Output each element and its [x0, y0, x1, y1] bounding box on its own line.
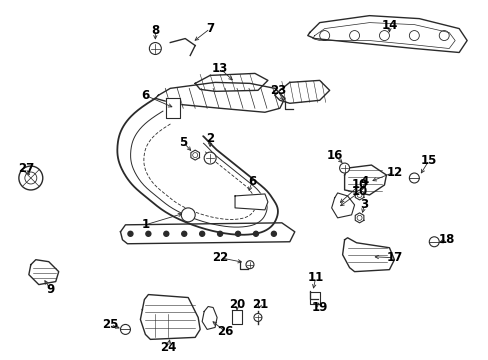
Text: 2: 2: [205, 132, 214, 145]
Circle shape: [271, 231, 276, 236]
Circle shape: [235, 231, 240, 236]
Circle shape: [428, 237, 438, 247]
Text: 10: 10: [351, 179, 367, 192]
Circle shape: [408, 173, 419, 183]
Polygon shape: [331, 193, 354, 218]
Text: 21: 21: [251, 298, 267, 311]
Circle shape: [203, 152, 216, 164]
Circle shape: [339, 163, 349, 173]
Polygon shape: [344, 165, 386, 195]
Polygon shape: [342, 238, 394, 272]
Text: 6: 6: [141, 89, 149, 102]
Polygon shape: [140, 294, 200, 339]
Polygon shape: [155, 82, 285, 112]
Circle shape: [163, 231, 168, 236]
Polygon shape: [120, 223, 294, 244]
Text: 12: 12: [386, 166, 402, 179]
Circle shape: [19, 166, 42, 190]
Circle shape: [128, 231, 133, 236]
Circle shape: [217, 231, 222, 236]
Polygon shape: [309, 292, 319, 303]
Text: 11: 11: [307, 271, 323, 284]
Polygon shape: [190, 150, 199, 160]
Circle shape: [145, 231, 151, 236]
Circle shape: [245, 261, 253, 269]
Text: 4: 4: [360, 175, 368, 189]
Circle shape: [181, 208, 195, 222]
Polygon shape: [235, 194, 267, 210]
Circle shape: [120, 324, 130, 334]
Text: 8: 8: [151, 24, 159, 37]
Text: 23: 23: [269, 84, 285, 97]
Polygon shape: [354, 190, 363, 200]
Text: 15: 15: [420, 154, 437, 167]
Text: 19: 19: [311, 301, 327, 314]
Polygon shape: [354, 213, 363, 223]
Circle shape: [253, 231, 258, 236]
Text: 24: 24: [160, 341, 176, 354]
Text: 22: 22: [211, 251, 228, 264]
Text: 13: 13: [211, 62, 228, 75]
Text: 6: 6: [247, 175, 256, 189]
Text: 14: 14: [381, 19, 397, 32]
Text: 16: 16: [326, 149, 342, 162]
Text: 20: 20: [228, 298, 244, 311]
Text: 10: 10: [351, 185, 367, 198]
Circle shape: [149, 42, 161, 54]
Text: 27: 27: [18, 162, 34, 175]
Text: 9: 9: [46, 283, 55, 296]
Text: 18: 18: [438, 233, 454, 246]
Polygon shape: [202, 306, 217, 329]
Polygon shape: [166, 98, 180, 118]
Polygon shape: [274, 80, 329, 103]
Circle shape: [25, 172, 37, 184]
Circle shape: [253, 314, 262, 321]
Circle shape: [182, 231, 186, 236]
Polygon shape: [195, 73, 267, 91]
Polygon shape: [232, 310, 242, 324]
Text: 25: 25: [102, 318, 119, 331]
Polygon shape: [117, 98, 277, 235]
Text: 26: 26: [217, 325, 233, 338]
Text: 7: 7: [205, 22, 214, 35]
Polygon shape: [307, 15, 466, 53]
Text: 1: 1: [141, 218, 149, 231]
Polygon shape: [29, 260, 59, 285]
Text: 17: 17: [386, 251, 402, 264]
Circle shape: [199, 231, 204, 236]
Text: 3: 3: [360, 198, 368, 211]
Text: 5: 5: [179, 136, 187, 149]
